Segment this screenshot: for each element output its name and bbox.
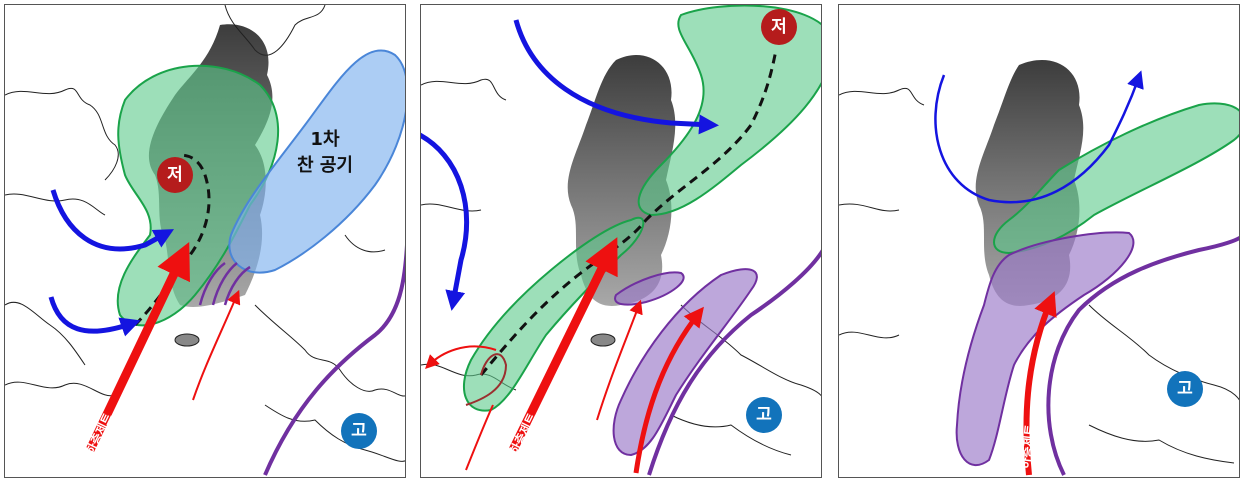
moist-zone <box>993 102 1239 255</box>
low-pressure-badge: 저 <box>157 157 193 193</box>
cold-air-label-line1: 1차 <box>310 129 340 150</box>
map-canvas-2 <box>421 5 821 476</box>
cold-air-label-line2: 찬 공기 <box>297 155 353 176</box>
map-panel-2: 저 고 하층제트 <box>420 4 822 478</box>
high-pressure-badge: 고 <box>341 413 377 449</box>
low-pressure-badge: 저 <box>761 9 797 45</box>
low-level-jet-arrow <box>633 306 704 474</box>
jet-arrow-thin <box>596 299 643 421</box>
map-canvas-1 <box>5 5 405 476</box>
map-canvas-3 <box>839 59 1239 476</box>
trough-line <box>133 153 211 327</box>
cold-air-label: 1차 찬 공기 <box>297 127 353 179</box>
front-segment <box>465 353 508 406</box>
low-level-jet-arrow <box>508 237 618 452</box>
low-level-jet-arrow <box>85 242 190 452</box>
boundary-line <box>263 244 405 476</box>
flow-arrow <box>50 189 175 252</box>
rain-zone <box>955 231 1135 467</box>
cold-air-zone <box>228 49 405 274</box>
flow-arrow <box>48 296 141 337</box>
high-pressure-badge: 고 <box>746 397 782 433</box>
boundary-line <box>647 249 821 476</box>
high-pressure-badge: 고 <box>1167 371 1203 407</box>
boundary-line <box>1046 235 1239 476</box>
jeju-island <box>590 333 616 347</box>
rain-bands <box>198 261 251 306</box>
low-level-jet-arrow <box>1023 291 1057 476</box>
jet-arrow-thin <box>192 289 241 401</box>
flow-arrow <box>934 70 1144 204</box>
jeju-island <box>174 333 200 347</box>
map-panel-3: 고 하층제트 <box>838 4 1240 478</box>
rain-zone <box>614 271 685 306</box>
trough-line <box>479 49 778 376</box>
jet-arrow-thin <box>465 404 494 471</box>
flow-arrow <box>421 132 470 311</box>
flow-arrow <box>513 19 719 135</box>
map-panel-1: 저 고 1차 찬 공기 하층제트 <box>4 4 406 478</box>
jet-arrow-thin <box>425 345 497 369</box>
